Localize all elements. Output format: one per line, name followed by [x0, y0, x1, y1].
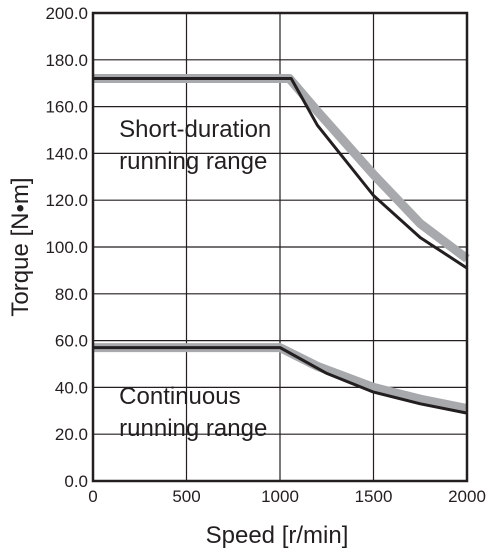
- annotations: Short-duration running range Continuous run…: [119, 116, 271, 442]
- x-tick-label: 2000: [448, 487, 486, 506]
- y-tick-label: 180.0: [45, 51, 88, 70]
- series-layer: [93, 74, 470, 415]
- y-tick-label: 40.0: [55, 378, 88, 397]
- y-tick-label: 0.0: [64, 472, 88, 491]
- grid: [92, 12, 468, 482]
- y-tick-label: 100.0: [45, 238, 88, 257]
- y-axis-title: Torque [N•m]: [7, 177, 34, 316]
- y-tick-label: 160.0: [45, 98, 88, 117]
- y-tick-label: 60.0: [55, 332, 88, 351]
- short-duration-thin-curve: [93, 77, 468, 270]
- y-tick-label: 200.0: [45, 4, 88, 23]
- continuous-thin-curve: [93, 346, 468, 415]
- x-axis-title: Speed [r/min]: [206, 522, 349, 549]
- plot-frame: [91, 11, 469, 483]
- x-tick-label: 0: [88, 487, 97, 506]
- x-tick-label: 1500: [355, 487, 393, 506]
- y-tick-label: 140.0: [45, 144, 88, 163]
- y-tick-label: 20.0: [55, 425, 88, 444]
- annotation-line: running range: [119, 415, 267, 442]
- x-tick-label: 1000: [261, 487, 299, 506]
- annotation-line: Short-duration: [119, 116, 271, 143]
- y-tick-label: 120.0: [45, 191, 88, 210]
- x-tick-label: 500: [172, 487, 200, 506]
- annotation-line: Continuous: [119, 383, 240, 410]
- y-tick-labels: 0.0 20.0 40.0 60.0 80.0 100.0 120.0 140.0 160.0 1…: [45, 4, 88, 491]
- y-tick-label: 80.0: [55, 285, 88, 304]
- annotation-line: running range: [119, 148, 267, 175]
- x-tick-labels: 0 500 1000 1500 2000: [88, 487, 486, 506]
